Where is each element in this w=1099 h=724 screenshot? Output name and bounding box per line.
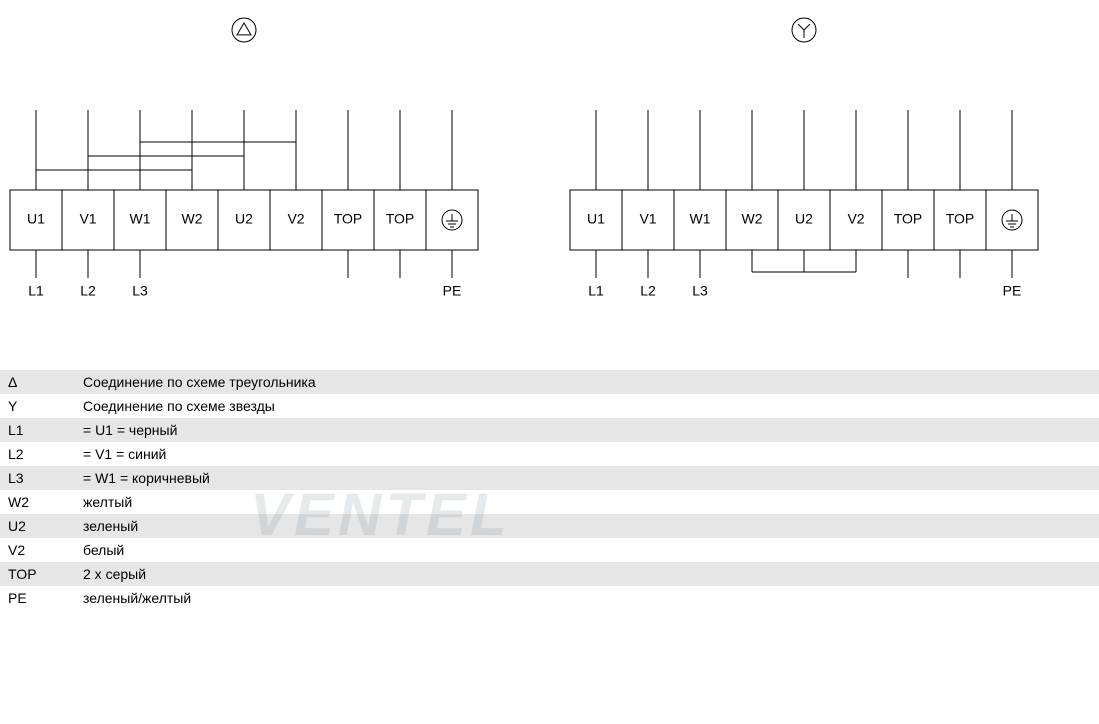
- legend-code: PE: [0, 586, 75, 610]
- legend-code: Δ: [0, 370, 75, 394]
- legend-code: L3: [0, 466, 75, 490]
- svg-text:W2: W2: [742, 211, 763, 227]
- svg-text:U1: U1: [587, 211, 605, 227]
- legend-row: V2белый: [0, 538, 1099, 562]
- legend-code: L2: [0, 442, 75, 466]
- legend-desc: желтый: [75, 490, 1099, 514]
- svg-text:TOP: TOP: [894, 211, 923, 227]
- svg-text:V1: V1: [639, 211, 656, 227]
- svg-text:U1: U1: [27, 211, 45, 227]
- svg-text:TOP: TOP: [386, 211, 415, 227]
- legend-desc: Соединение по схеме звезды: [75, 394, 1099, 418]
- svg-text:W2: W2: [182, 211, 203, 227]
- legend-code: V2: [0, 538, 75, 562]
- svg-text:L2: L2: [640, 283, 656, 299]
- svg-text:L3: L3: [132, 283, 148, 299]
- legend-desc: белый: [75, 538, 1099, 562]
- svg-text:W1: W1: [130, 211, 151, 227]
- legend-code: L1: [0, 418, 75, 442]
- svg-text:U2: U2: [795, 211, 813, 227]
- legend-row: PEзеленый/желтый: [0, 586, 1099, 610]
- legend-table: ΔСоединение по схеме треугольникаYСоедин…: [0, 370, 1099, 610]
- svg-text:W1: W1: [690, 211, 711, 227]
- legend-row: L1= U1 = черный: [0, 418, 1099, 442]
- legend-desc: 2 x серый: [75, 562, 1099, 586]
- svg-text:PE: PE: [1003, 283, 1022, 299]
- legend-row: W2желтый: [0, 490, 1099, 514]
- svg-text:V2: V2: [847, 211, 864, 227]
- svg-text:L3: L3: [692, 283, 708, 299]
- legend-desc: Соединение по схеме треугольника: [75, 370, 1099, 394]
- legend-row: YСоединение по схеме звезды: [0, 394, 1099, 418]
- legend-desc: = V1 = синий: [75, 442, 1099, 466]
- svg-text:PE: PE: [443, 283, 462, 299]
- legend-code: U2: [0, 514, 75, 538]
- legend-desc: зеленый/желтый: [75, 586, 1099, 610]
- legend-desc: = W1 = коричневый: [75, 466, 1099, 490]
- svg-text:L1: L1: [588, 283, 604, 299]
- svg-text:L1: L1: [28, 283, 44, 299]
- svg-text:TOP: TOP: [334, 211, 363, 227]
- wiring-diagrams: U1 V1 W1 W2 U2 V2 TOP TOP L1 L2 L3 PE U1 V1 W1 W2 U2 V2 TO…: [0, 0, 1099, 340]
- legend-row: ΔСоединение по схеме треугольника: [0, 370, 1099, 394]
- svg-text:V1: V1: [79, 211, 96, 227]
- legend-row: TOP2 x серый: [0, 562, 1099, 586]
- legend-row: U2зеленый: [0, 514, 1099, 538]
- legend-row: L3= W1 = коричневый: [0, 466, 1099, 490]
- svg-text:U2: U2: [235, 211, 253, 227]
- legend-desc: зеленый: [75, 514, 1099, 538]
- wiring-svg: U1 V1 W1 W2 U2 V2 TOP TOP L1 L2 L3 PE U1 V1 W1 W2 U2 V2 TO…: [0, 0, 1099, 340]
- legend-row: L2= V1 = синий: [0, 442, 1099, 466]
- legend-code: Y: [0, 394, 75, 418]
- legend-desc: = U1 = черный: [75, 418, 1099, 442]
- legend-code: W2: [0, 490, 75, 514]
- legend-code: TOP: [0, 562, 75, 586]
- svg-text:L2: L2: [80, 283, 96, 299]
- svg-text:TOP: TOP: [946, 211, 975, 227]
- svg-text:V2: V2: [287, 211, 304, 227]
